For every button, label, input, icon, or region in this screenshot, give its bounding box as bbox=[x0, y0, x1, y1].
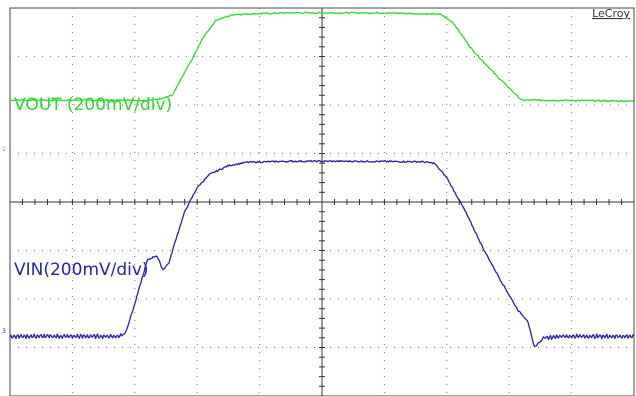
vin-channel-label: VIN(200mV/div) bbox=[14, 260, 149, 280]
vin-ground-marker: 3 bbox=[2, 328, 6, 335]
lecroy-logo: LeCroy bbox=[592, 7, 630, 20]
waveform-traces bbox=[9, 11, 635, 348]
graticule bbox=[9, 7, 635, 396]
vin-trace bbox=[9, 159, 635, 348]
channel-labels: VOUT (200mV/div) VIN(200mV/div) 1 3 LeCr… bbox=[2, 7, 630, 335]
vout-trace bbox=[9, 11, 635, 103]
vout-ground-marker: 1 bbox=[2, 146, 6, 153]
vout-channel-label: VOUT (200mV/div) bbox=[14, 95, 172, 115]
